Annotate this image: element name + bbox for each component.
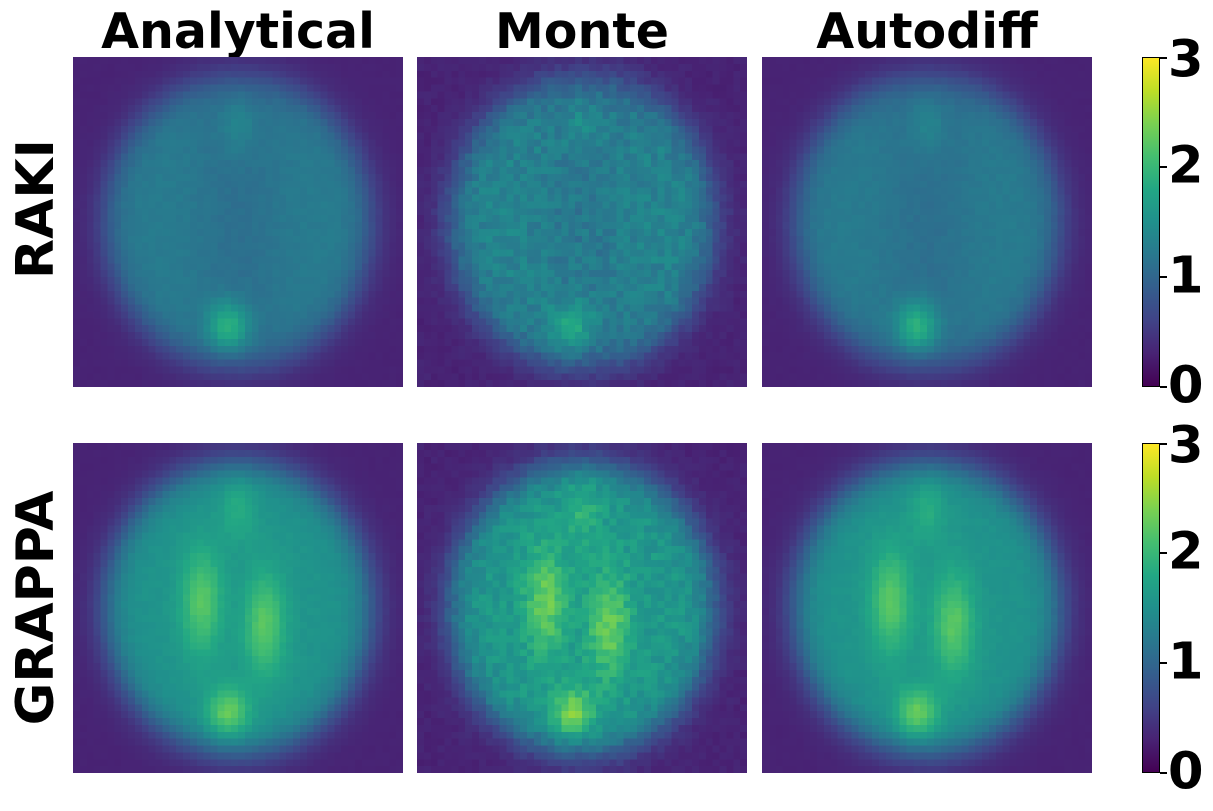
colorbar-tick-label: 2 [1168, 136, 1204, 196]
colorbar-grappa [1142, 443, 1160, 773]
colorbar-tick [1160, 166, 1167, 168]
colorbar-tick [1160, 552, 1167, 554]
row-label-raki: RAKI [6, 139, 66, 279]
colorbar-tick-label: 0 [1168, 742, 1204, 802]
colorbar-tick-label: 3 [1168, 30, 1204, 90]
colorbar-tick-label: 1 [1168, 246, 1204, 306]
colorbar-tick [1160, 772, 1167, 774]
heatmap-canvas [73, 57, 403, 387]
heatmap-grappa-monte-carlo [417, 443, 747, 773]
heatmap-raki-autodiff [762, 57, 1092, 387]
heatmap-canvas [417, 57, 747, 387]
row-label-grappa: GRAPPA [6, 490, 66, 726]
heatmap-canvas [762, 443, 1092, 773]
heatmap-canvas [417, 443, 747, 773]
colorbar-tick-label: 3 [1168, 416, 1204, 476]
colorbar-tick-label: 1 [1168, 632, 1204, 692]
heatmap-raki-monte-carlo [417, 57, 747, 387]
heatmap-canvas [762, 57, 1092, 387]
heatmap-canvas [73, 443, 403, 773]
colorbar-tick [1160, 57, 1167, 59]
colorbar-tick [1160, 662, 1167, 664]
heatmap-grappa-autodiff [762, 443, 1092, 773]
colorbar-raki [1142, 57, 1160, 387]
column-title-analytical: Analytical [101, 3, 375, 60]
colorbar-tick [1160, 443, 1167, 445]
colorbar-tick-label: 2 [1168, 522, 1204, 582]
colorbar-tick-label: 0 [1168, 356, 1204, 416]
heatmap-grappa-analytical [73, 443, 403, 773]
colorbar-tick [1160, 276, 1167, 278]
heatmap-raki-analytical [73, 57, 403, 387]
colorbar-tick [1160, 386, 1167, 388]
column-title-autodiff: Autodiff [816, 3, 1038, 60]
